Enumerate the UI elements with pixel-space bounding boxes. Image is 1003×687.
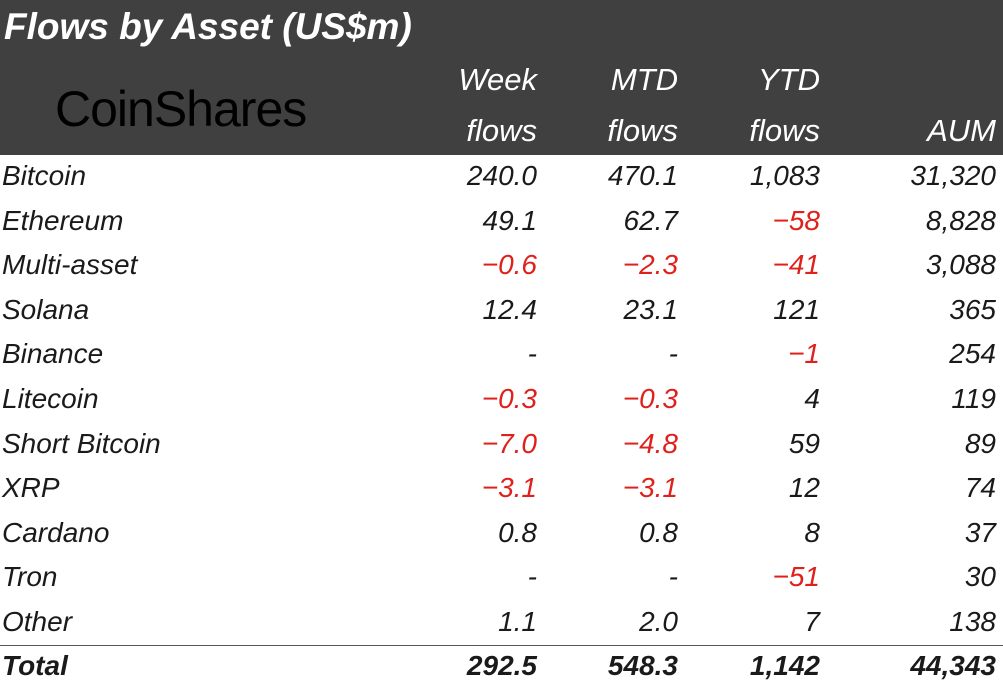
col-header-ytd-line2: flows bbox=[749, 113, 820, 148]
cell-aum: 37 bbox=[964, 516, 996, 548]
cell-mtd: −3.1 bbox=[622, 472, 678, 504]
asset-name: Litecoin bbox=[2, 383, 99, 414]
cell-mtd: - bbox=[668, 561, 678, 593]
col-header-mtd-line2: flows bbox=[607, 113, 678, 148]
cell-aum: 30 bbox=[964, 561, 996, 593]
cell-ytd: 59 bbox=[788, 427, 820, 459]
cell-aum: 74 bbox=[964, 472, 996, 504]
asset-name: Cardano bbox=[2, 516, 110, 548]
cell-aum: 365 bbox=[949, 293, 996, 325]
cell-week: 240.0 bbox=[466, 160, 537, 191]
cell-mtd: 23.1 bbox=[623, 293, 679, 325]
cell-week: 1.1 bbox=[498, 606, 537, 637]
cell-ytd: 1,083 bbox=[749, 160, 820, 191]
col-header-aum-line2: AUM bbox=[927, 113, 996, 148]
asset-name: Solana bbox=[2, 293, 90, 325]
cell-mtd: - bbox=[668, 338, 678, 370]
cell-aum: 31,320 bbox=[910, 160, 996, 191]
asset-name: Other bbox=[2, 606, 73, 637]
table-title: Flows by Asset (US$m) bbox=[4, 6, 412, 47]
cell-week: −0.3 bbox=[481, 383, 537, 414]
cell-ytd: −58 bbox=[772, 204, 821, 236]
asset-name: Binance bbox=[2, 338, 104, 370]
asset-name: Multi-asset bbox=[2, 249, 138, 281]
total-week: 292.5 bbox=[466, 650, 537, 681]
cell-week: −3.1 bbox=[481, 472, 537, 504]
cell-aum: 119 bbox=[951, 383, 996, 414]
total-mtd: 548.3 bbox=[607, 650, 678, 681]
cell-week: - bbox=[527, 561, 537, 593]
cell-aum: 89 bbox=[964, 427, 996, 459]
cell-mtd: −2.3 bbox=[622, 249, 678, 281]
cell-ytd: 8 bbox=[804, 516, 820, 548]
cell-week: −7.0 bbox=[481, 427, 537, 459]
col-header-mtd-line1: MTD bbox=[610, 62, 678, 97]
col-header-week-line2: flows bbox=[466, 113, 537, 148]
cell-week: 0.8 bbox=[498, 516, 537, 548]
table-header: Flows by Asset (US$m) CoinShares bbox=[0, 0, 1003, 155]
asset-name: Short Bitcoin bbox=[2, 427, 161, 459]
cell-ytd: −51 bbox=[772, 561, 821, 593]
cell-ytd: −1 bbox=[788, 338, 820, 370]
cell-aum: 138 bbox=[949, 606, 996, 637]
total-aum: 44,343 bbox=[910, 650, 996, 681]
cell-ytd: 7 bbox=[804, 606, 820, 637]
cell-mtd: 62.7 bbox=[623, 204, 679, 236]
cell-mtd: 2.0 bbox=[639, 606, 678, 637]
col-header-week-line1: Week bbox=[458, 62, 537, 97]
cell-mtd: −0.3 bbox=[622, 383, 678, 414]
cell-week: - bbox=[527, 338, 537, 370]
cell-week: 49.1 bbox=[482, 204, 538, 236]
cell-mtd: −4.8 bbox=[622, 427, 678, 459]
cell-aum: 3,088 bbox=[925, 249, 996, 281]
cell-week: 12.4 bbox=[482, 293, 538, 325]
cell-ytd: 4 bbox=[804, 383, 820, 414]
asset-name: XRP bbox=[2, 472, 60, 504]
total-label: Total bbox=[2, 650, 68, 681]
total-divider bbox=[0, 645, 1003, 646]
asset-name: Bitcoin bbox=[2, 160, 87, 191]
coinshares-logo: CoinShares bbox=[55, 81, 307, 137]
cell-ytd: 121 bbox=[773, 293, 820, 325]
cell-aum: 254 bbox=[949, 338, 996, 370]
total-ytd: 1,142 bbox=[749, 650, 820, 681]
asset-name: Tron bbox=[2, 561, 58, 593]
col-header-ytd-line1: YTD bbox=[758, 62, 820, 97]
cell-week: −0.6 bbox=[481, 249, 537, 281]
cell-ytd: 12 bbox=[788, 472, 820, 504]
cell-aum: 8,828 bbox=[925, 204, 996, 236]
asset-name: Ethereum bbox=[2, 204, 124, 236]
cell-mtd: 470.1 bbox=[607, 160, 678, 191]
cell-mtd: 0.8 bbox=[639, 516, 678, 548]
cell-ytd: −41 bbox=[772, 249, 821, 281]
